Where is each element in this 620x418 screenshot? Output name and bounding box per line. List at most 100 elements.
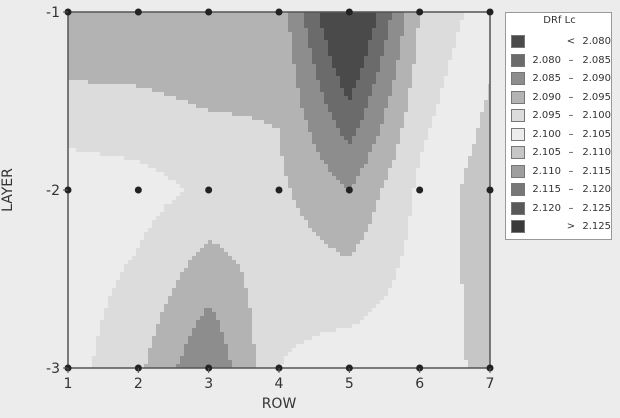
heat-cell: [184, 32, 189, 37]
heat-cell: [368, 72, 373, 77]
heat-cell: [188, 40, 193, 45]
heat-cell: [324, 124, 329, 129]
heat-cell: [240, 36, 245, 41]
heat-cell: [376, 12, 381, 17]
heat-cell: [484, 72, 489, 77]
heat-cell: [148, 28, 153, 33]
heat-cell: [460, 84, 465, 89]
heat-cell: [340, 40, 345, 45]
heat-cell: [392, 16, 397, 21]
heat-cell: [192, 12, 197, 17]
heat-cell: [72, 56, 77, 61]
heat-cell: [232, 112, 237, 117]
heat-cell: [476, 116, 481, 121]
heat-cell: [80, 36, 85, 41]
heat-cell: [392, 20, 397, 25]
heat-cell: [456, 64, 461, 69]
heat-cell: [184, 144, 189, 149]
heat-cell: [464, 64, 469, 69]
heat-cell: [116, 80, 121, 85]
heat-cell: [128, 96, 133, 101]
heat-cell: [424, 120, 429, 125]
heat-cell: [344, 76, 349, 81]
heat-cell: [348, 100, 353, 105]
heat-cell: [240, 168, 245, 173]
heat-cell: [244, 56, 249, 61]
heat-cell: [160, 44, 165, 49]
heat-cell: [232, 164, 237, 169]
heat-cell: [132, 108, 137, 113]
heat-cell: [488, 132, 490, 137]
heat-cell: [160, 80, 165, 85]
heat-cell: [248, 160, 253, 165]
heat-cell: [156, 64, 161, 69]
heat-cell: [260, 72, 265, 77]
heat-cell: [196, 140, 201, 145]
heat-cell: [104, 100, 109, 105]
heat-cell: [108, 128, 113, 133]
heat-cell: [304, 48, 309, 53]
heat-cell: [172, 96, 177, 101]
heat-cell: [304, 136, 309, 141]
heat-cell: [400, 12, 405, 17]
heat-cell: [320, 112, 325, 117]
heat-cell: [272, 56, 277, 61]
heat-cell: [144, 12, 149, 17]
heat-cell: [444, 72, 449, 77]
heat-cell: [396, 196, 401, 201]
heat-cell: [208, 136, 213, 141]
heat-cell: [404, 168, 409, 173]
heat-cell: [100, 12, 105, 17]
heat-cell: [240, 108, 245, 113]
heat-cell: [328, 104, 333, 109]
heat-cell: [280, 120, 285, 125]
heat-cell: [264, 140, 269, 145]
heat-cell: [80, 200, 85, 205]
heat-cell: [284, 100, 289, 105]
heat-cell: [460, 28, 465, 33]
heat-cell: [328, 20, 333, 25]
heat-cell: [356, 88, 361, 93]
heat-cell: [252, 132, 257, 137]
heat-cell: [268, 36, 273, 41]
heat-cell: [152, 72, 157, 77]
heat-cell: [332, 132, 337, 137]
heat-cell: [464, 100, 469, 105]
heat-cell: [184, 112, 189, 117]
heat-cell: [320, 168, 325, 173]
heat-cell: [120, 128, 125, 133]
heat-cell: [160, 76, 165, 81]
heat-cell: [212, 184, 217, 189]
heat-cell: [248, 56, 253, 61]
heat-cell: [348, 156, 353, 161]
heat-cell: [208, 164, 213, 169]
heat-cell: [484, 16, 489, 21]
heat-cell: [264, 136, 269, 141]
heat-cell: [140, 184, 145, 189]
heat-cell: [408, 188, 413, 193]
heat-cell: [432, 92, 437, 97]
heat-cell: [124, 60, 129, 65]
heat-cell: [180, 180, 185, 185]
heat-cell: [112, 136, 117, 141]
heat-cell: [268, 180, 273, 185]
heat-cell: [108, 28, 113, 33]
heat-cell: [216, 84, 221, 89]
heat-cell: [388, 124, 393, 129]
heat-cell: [312, 176, 317, 181]
heat-cell: [228, 72, 233, 77]
heat-cell: [400, 52, 405, 57]
heat-cell: [108, 124, 113, 129]
heat-cell: [148, 152, 153, 157]
heat-cell: [484, 96, 489, 101]
heat-cell: [364, 176, 369, 181]
heat-cell: [148, 188, 153, 193]
heat-cell: [456, 132, 461, 137]
heat-cell: [296, 152, 301, 157]
heat-cell: [352, 68, 357, 73]
heat-cell: [488, 92, 490, 97]
heat-cell: [92, 108, 97, 113]
heat-cell: [472, 96, 477, 101]
heat-cell: [148, 116, 153, 121]
